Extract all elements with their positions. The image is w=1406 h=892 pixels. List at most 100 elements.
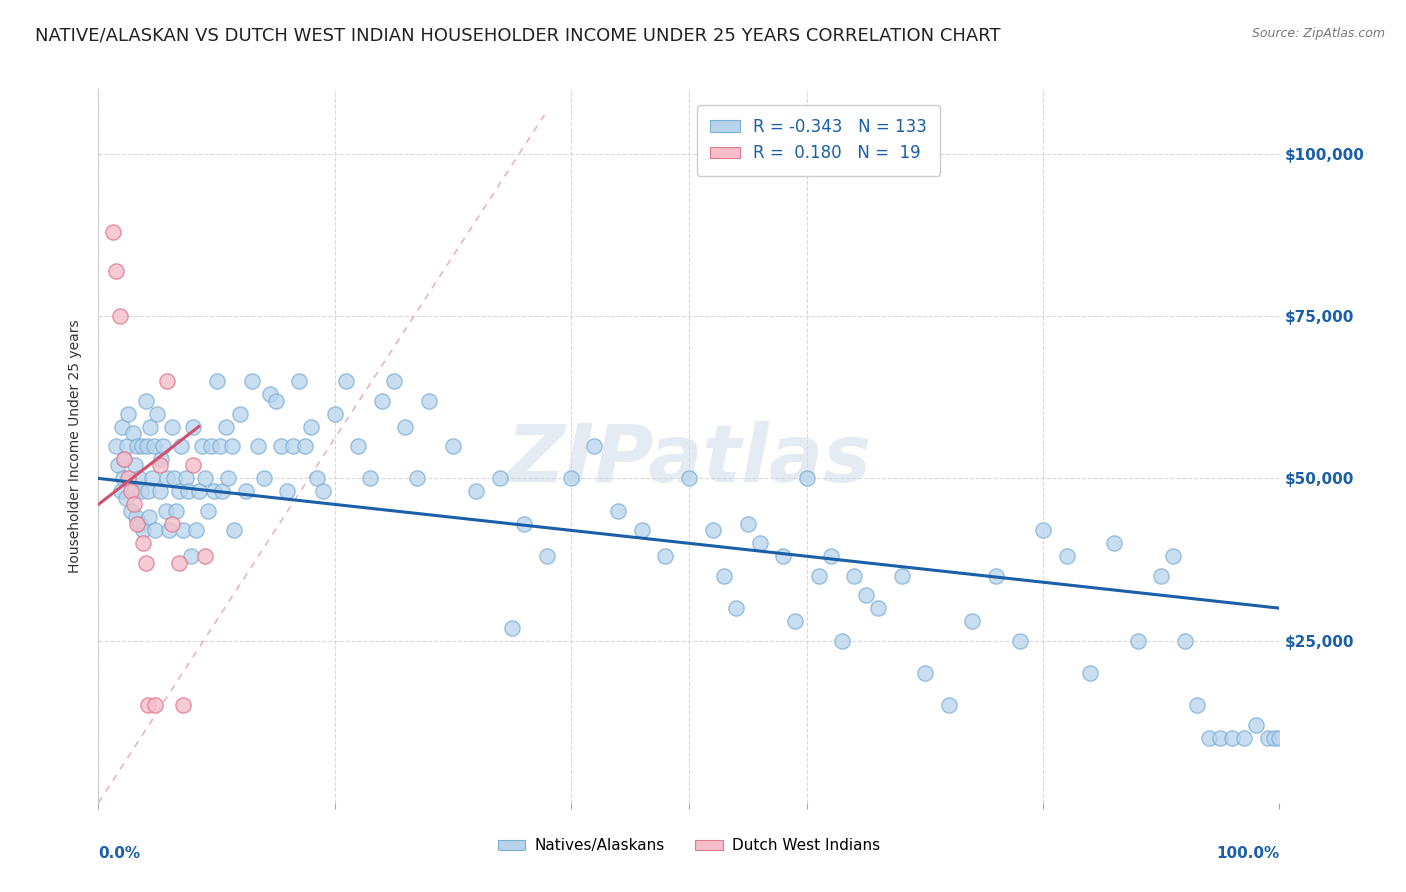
Point — [132, 524, 155, 538]
Point — [246, 439, 269, 453]
Point — [191, 439, 214, 453]
Point — [174, 471, 197, 485]
Point — [748, 536, 770, 550]
Point — [111, 419, 134, 434]
Point — [170, 439, 193, 453]
Point — [796, 471, 818, 485]
Point — [1056, 549, 1078, 564]
Point — [276, 484, 298, 499]
Point — [807, 568, 830, 582]
Point — [187, 484, 209, 499]
Point — [772, 549, 794, 564]
Point — [1263, 731, 1285, 745]
Point — [217, 471, 239, 485]
Point — [146, 407, 169, 421]
Point — [1220, 731, 1243, 745]
Point — [135, 393, 157, 408]
Point — [121, 425, 143, 440]
Point — [844, 568, 866, 582]
Point — [105, 264, 128, 278]
Text: 100.0%: 100.0% — [1216, 846, 1279, 861]
Y-axis label: Householder Income Under 25 years: Householder Income Under 25 years — [69, 319, 83, 573]
Point — [270, 439, 292, 453]
Point — [205, 374, 228, 388]
Point — [820, 549, 842, 564]
Point — [156, 374, 179, 388]
Point — [136, 698, 159, 713]
Point — [1174, 633, 1197, 648]
Point — [962, 614, 984, 628]
Point — [105, 439, 128, 453]
Point — [630, 524, 652, 538]
Point — [489, 471, 512, 485]
Point — [131, 439, 153, 453]
Point — [135, 439, 157, 453]
Point — [253, 471, 276, 485]
Point — [132, 536, 155, 550]
Text: 0.0%: 0.0% — [98, 846, 141, 861]
Point — [441, 439, 464, 453]
Point — [1080, 666, 1102, 681]
Point — [128, 471, 150, 485]
Point — [323, 407, 346, 421]
Text: NATIVE/ALASKAN VS DUTCH WEST INDIAN HOUSEHOLDER INCOME UNDER 25 YEARS CORRELATIO: NATIVE/ALASKAN VS DUTCH WEST INDIAN HOUS… — [35, 27, 1001, 45]
Point — [890, 568, 912, 582]
Point — [107, 458, 129, 473]
Point — [512, 516, 534, 531]
Point — [121, 484, 143, 499]
Point — [560, 471, 582, 485]
Point — [142, 439, 165, 453]
Point — [143, 698, 166, 713]
Point — [136, 484, 159, 499]
Point — [501, 621, 523, 635]
Point — [129, 484, 152, 499]
Point — [221, 439, 243, 453]
Point — [149, 484, 172, 499]
Point — [1257, 731, 1279, 745]
Point — [1161, 549, 1184, 564]
Point — [294, 439, 316, 453]
Point — [312, 484, 335, 499]
Point — [114, 491, 136, 505]
Point — [394, 419, 416, 434]
Point — [180, 549, 202, 564]
Point — [406, 471, 429, 485]
Point — [124, 458, 146, 473]
Point — [215, 419, 238, 434]
Point — [211, 484, 233, 499]
Point — [172, 524, 194, 538]
Point — [785, 614, 807, 628]
Point — [160, 516, 183, 531]
Point — [866, 601, 889, 615]
Point — [194, 549, 217, 564]
Point — [122, 484, 145, 499]
Point — [163, 471, 186, 485]
Point — [157, 524, 180, 538]
Text: ZIPatlas: ZIPatlas — [506, 421, 872, 500]
Point — [1198, 731, 1220, 745]
Point — [167, 556, 190, 570]
Point — [127, 516, 149, 531]
Point — [127, 439, 149, 453]
Point — [678, 471, 700, 485]
Point — [654, 549, 676, 564]
Point — [702, 524, 724, 538]
Point — [149, 458, 172, 473]
Point — [118, 471, 141, 485]
Point — [713, 568, 735, 582]
Point — [125, 510, 148, 524]
Point — [1102, 536, 1125, 550]
Point — [1268, 731, 1291, 745]
Legend: Natives/Alaskans, Dutch West Indians: Natives/Alaskans, Dutch West Indians — [492, 832, 886, 859]
Point — [165, 504, 187, 518]
Point — [1126, 633, 1149, 648]
Point — [1244, 718, 1267, 732]
Point — [115, 439, 138, 453]
Point — [1233, 731, 1256, 745]
Point — [177, 484, 200, 499]
Point — [938, 698, 960, 713]
Point — [181, 458, 204, 473]
Point — [607, 504, 630, 518]
Point — [335, 374, 357, 388]
Text: Source: ZipAtlas.com: Source: ZipAtlas.com — [1251, 27, 1385, 40]
